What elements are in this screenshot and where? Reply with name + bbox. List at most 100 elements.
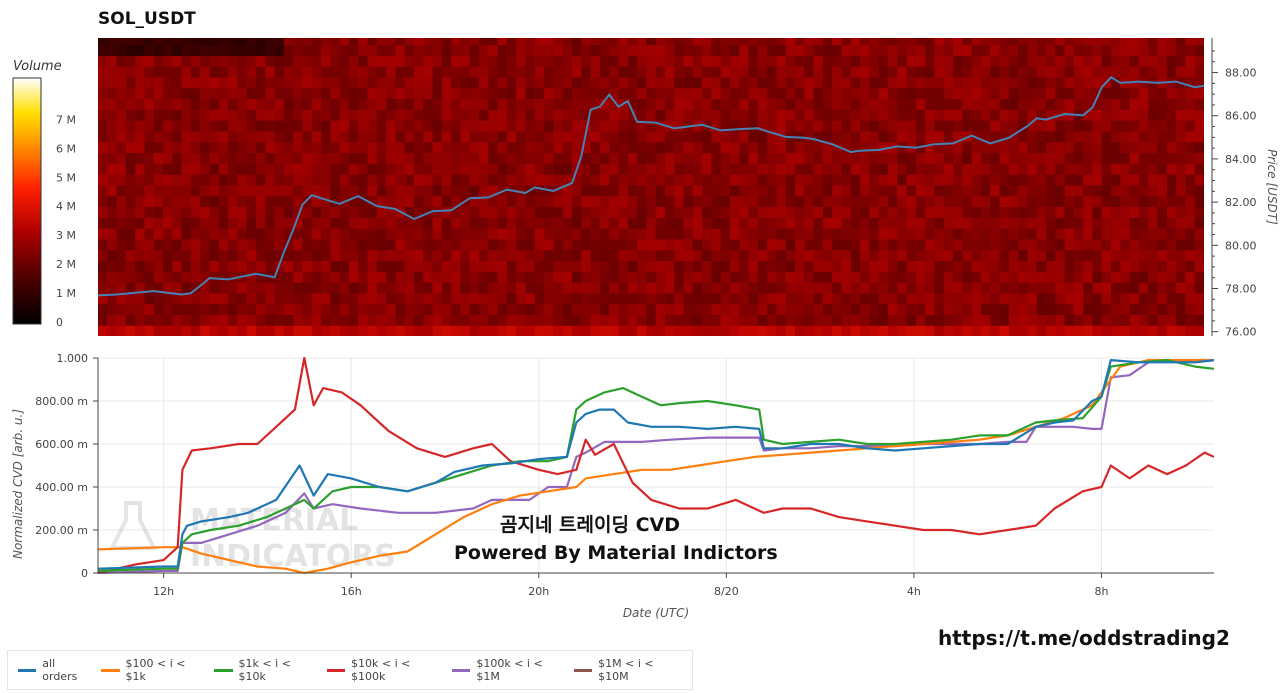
heatmap-cell — [1148, 66, 1159, 78]
heatmap-cell — [172, 260, 183, 272]
heatmap-cell — [1008, 249, 1019, 262]
heatmap-cell — [655, 55, 666, 67]
heatmap-cell — [144, 109, 155, 121]
legend-item[interactable]: all orders — [18, 657, 89, 683]
heatmap-cell — [1157, 141, 1168, 154]
heatmap-cell — [1046, 163, 1056, 175]
heatmap-cell — [395, 44, 406, 56]
heatmap-cell — [506, 228, 517, 240]
heatmap-cell — [172, 130, 183, 143]
colorbar-tick-label: 1 M — [56, 287, 76, 300]
heatmap-cell — [674, 130, 685, 143]
heatmap-cell — [990, 55, 1001, 67]
heatmap-cell — [479, 206, 489, 218]
heatmap-cell — [423, 238, 434, 251]
heatmap-cell — [888, 152, 898, 164]
heatmap-cell — [999, 76, 1010, 89]
heatmap-cell — [534, 228, 545, 240]
heatmap-cell — [1148, 87, 1159, 100]
heatmap-cell — [934, 325, 945, 336]
heatmap-cell — [534, 120, 545, 132]
heatmap-cell — [200, 55, 211, 67]
heatmap-cell — [246, 44, 257, 56]
heatmap-cell — [432, 292, 443, 305]
heatmap-cell — [664, 130, 675, 143]
heatmap-cell — [785, 44, 796, 56]
legend-item[interactable]: $100k < i < $1M — [452, 657, 562, 683]
heatmap-cell — [1046, 152, 1056, 164]
heatmap-cell — [860, 130, 871, 143]
heatmap-cell — [739, 195, 750, 208]
heatmap-cell — [1018, 38, 1029, 46]
heatmap-cell — [218, 184, 229, 197]
heatmap-cell — [497, 238, 508, 251]
heatmap-cell — [125, 282, 136, 294]
telegram-link[interactable]: https://t.me/oddstrading2 — [938, 626, 1230, 650]
heatmap-cell — [479, 228, 489, 240]
heatmap-cell — [395, 130, 406, 143]
heatmap-cell — [590, 195, 601, 208]
heatmap-cell — [702, 314, 713, 326]
heatmap-cell — [479, 163, 489, 175]
heatmap-cell — [144, 66, 155, 78]
heatmap-cell — [469, 38, 480, 46]
heatmap-cell — [321, 152, 331, 164]
legend-item[interactable]: $1M < i < $10M — [573, 657, 680, 683]
heatmap-cell — [1046, 228, 1056, 240]
heatmap-cell — [1092, 228, 1103, 240]
legend-item[interactable]: $10k < i < $100k — [326, 657, 440, 683]
heatmap-cell — [506, 260, 517, 272]
heatmap-cell — [739, 38, 750, 46]
heatmap-cell — [1129, 217, 1140, 229]
heatmap-cell — [832, 282, 843, 294]
heatmap-cell — [209, 174, 220, 186]
heatmap-cell — [813, 228, 824, 240]
heatmap-cell — [757, 130, 768, 143]
heatmap-cell — [832, 109, 843, 121]
heatmap-cell — [200, 271, 211, 283]
heatmap-cell — [934, 130, 945, 143]
heatmap-cell — [190, 303, 201, 316]
legend-item[interactable]: $1k < i < $10k — [214, 657, 314, 683]
heatmap-cell — [190, 66, 201, 78]
heatmap-cell — [488, 195, 499, 208]
heatmap-cell — [506, 130, 517, 143]
heatmap-cell — [1092, 163, 1103, 175]
heatmap-cell — [274, 152, 285, 164]
heatmap-cell — [1120, 38, 1131, 46]
heatmap-cell — [655, 66, 666, 78]
heatmap-cell — [980, 66, 991, 78]
heatmap-cell — [516, 152, 527, 164]
heatmap-cell — [990, 282, 1001, 294]
heatmap-cell — [209, 55, 220, 67]
heatmap-cell — [1036, 76, 1047, 89]
heatmap-cell — [1166, 38, 1177, 46]
heatmap-cell — [404, 238, 415, 251]
cvd-y-tick-label: 0 — [81, 567, 88, 580]
heatmap-cell — [534, 238, 545, 251]
legend-item[interactable]: $100 < i < $1k — [101, 657, 202, 683]
heatmap-cell — [609, 152, 620, 164]
heatmap-cell — [451, 55, 462, 67]
heatmap-cell — [200, 174, 211, 186]
heatmap-cell — [999, 66, 1010, 78]
heatmap-cell — [572, 120, 582, 132]
heatmap-cell — [1148, 249, 1159, 262]
heatmap-cell — [116, 141, 127, 154]
heatmap-cell — [414, 303, 424, 316]
heatmap-cell — [1166, 325, 1177, 336]
heatmap-cell — [692, 98, 703, 110]
heatmap-cell — [683, 238, 694, 251]
heatmap-cell — [1046, 217, 1056, 229]
heatmap-cell — [432, 130, 443, 143]
heatmap-cell — [395, 325, 406, 336]
heatmap-cell — [516, 141, 527, 154]
heatmap-cell — [497, 228, 508, 240]
heatmap-cell — [293, 206, 304, 218]
heatmap-cell — [934, 38, 945, 46]
heatmap-cell — [395, 152, 406, 164]
heatmap-cell — [200, 314, 211, 326]
heatmap-cell — [98, 76, 108, 89]
heatmap-cell — [572, 303, 582, 316]
heatmap-cell — [358, 217, 369, 229]
